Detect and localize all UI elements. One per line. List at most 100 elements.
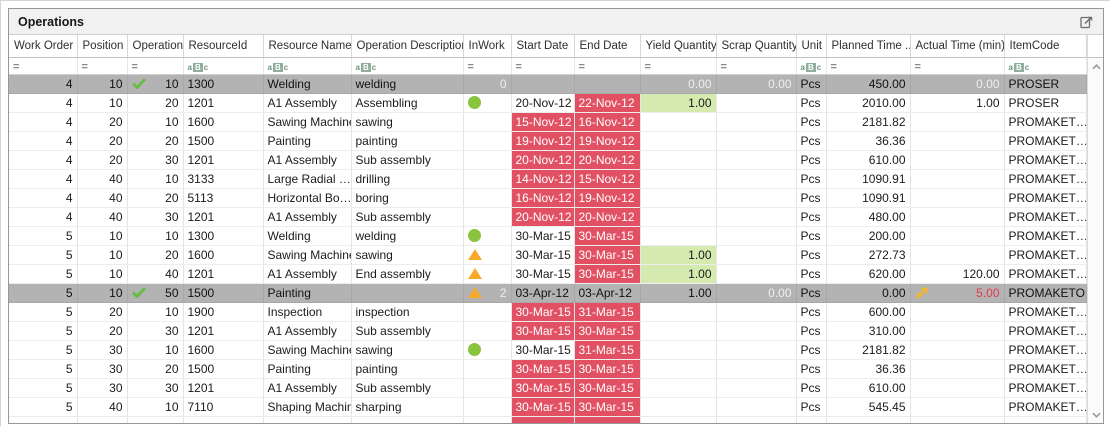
cell-itemCode[interactable]: PROMAKET…: [1004, 264, 1087, 284]
cell-operation[interactable]: 10: [127, 112, 184, 132]
export-icon[interactable]: [1077, 13, 1095, 31]
cell-plannedTime[interactable]: 272.73: [826, 245, 911, 265]
cell-startDate[interactable]: 30-Mar-15: [511, 245, 575, 265]
cell-endDate[interactable]: 19-Nov-12: [574, 188, 641, 208]
cell-resourceId[interactable]: 1600: [183, 245, 264, 265]
cell-yieldQty[interactable]: [640, 302, 717, 322]
cell-itemCode[interactable]: [1004, 416, 1087, 423]
cell-operation[interactable]: 10: [127, 169, 184, 189]
cell-yieldQty[interactable]: [640, 378, 717, 398]
cell-actualTime[interactable]: [910, 226, 1005, 246]
table-row[interactable]: 5 10 20 1600 Sawing Machine sawing 30-Mar-15 30…: [9, 245, 1087, 265]
cell-resourceId[interactable]: 1500: [183, 359, 264, 379]
cell-actualTime[interactable]: [910, 340, 1005, 360]
column-header-inWork[interactable]: InWork: [463, 35, 512, 58]
cell-operation[interactable]: 20: [127, 131, 184, 151]
cell-startDate[interactable]: [511, 416, 575, 423]
cell-itemCode[interactable]: PROSER: [1004, 93, 1087, 113]
cell-workOrder[interactable]: 5: [9, 283, 78, 303]
cell-actualTime[interactable]: [910, 378, 1005, 398]
cell-opDesc[interactable]: boring: [351, 188, 464, 208]
cell-workOrder[interactable]: 5: [9, 397, 78, 417]
cell-resourceName[interactable]: Welding: [263, 74, 352, 94]
cell-actualTime[interactable]: [910, 397, 1005, 417]
cell-itemCode[interactable]: PROMAKET…: [1004, 397, 1087, 417]
cell-resourceId[interactable]: 1201: [183, 93, 264, 113]
cell-opDesc[interactable]: Sub assembly: [351, 378, 464, 398]
cell-operation[interactable]: 30: [127, 321, 184, 341]
cell-position[interactable]: 40: [77, 169, 128, 189]
cell-resourceName[interactable]: Sawing Machine: [263, 245, 352, 265]
cell-itemCode[interactable]: PROMAKET…: [1004, 131, 1087, 151]
cell-unit[interactable]: Pcs: [796, 207, 827, 227]
column-header-unit[interactable]: Unit: [796, 35, 827, 58]
cell-position[interactable]: 20: [77, 321, 128, 341]
cell-operation[interactable]: [127, 416, 184, 423]
cell-actualTime[interactable]: 5.00: [910, 283, 1005, 303]
cell-unit[interactable]: Pcs: [796, 226, 827, 246]
cell-operation[interactable]: 20: [127, 188, 184, 208]
vertical-scrollbar[interactable]: [1086, 35, 1104, 423]
cell-workOrder[interactable]: 4: [9, 207, 78, 227]
cell-inWork[interactable]: [463, 169, 512, 189]
cell-itemCode[interactable]: PROSER: [1004, 74, 1087, 94]
cell-resourceName[interactable]: A1 Assembly: [263, 93, 352, 113]
cell-position[interactable]: 40: [77, 207, 128, 227]
cell-resourceId[interactable]: 1300: [183, 74, 264, 94]
cell-operation[interactable]: 10: [127, 226, 184, 246]
cell-itemCode[interactable]: PROMAKET…: [1004, 207, 1087, 227]
cell-plannedTime[interactable]: 545.45: [826, 397, 911, 417]
column-header-operation[interactable]: Operation: [127, 35, 184, 58]
cell-unit[interactable]: Pcs: [796, 112, 827, 132]
cell-scrapQty[interactable]: [716, 93, 797, 113]
cell-resourceId[interactable]: 1201: [183, 150, 264, 170]
cell-opDesc[interactable]: Assembling: [351, 93, 464, 113]
cell-inWork[interactable]: [463, 264, 512, 284]
cell-unit[interactable]: Pcs: [796, 340, 827, 360]
cell-inWork[interactable]: [463, 131, 512, 151]
cell-itemCode[interactable]: PROMAKETO…: [1004, 283, 1087, 303]
column-header-resourceId[interactable]: ResourceId: [183, 35, 264, 58]
cell-endDate[interactable]: 20-Nov-12: [574, 150, 641, 170]
cell-plannedTime[interactable]: 200.00: [826, 226, 911, 246]
cell-opDesc[interactable]: painting: [351, 359, 464, 379]
cell-endDate[interactable]: 30-Mar-15: [574, 264, 641, 284]
cell-workOrder[interactable]: 5: [9, 226, 78, 246]
cell-yieldQty[interactable]: [640, 397, 717, 417]
cell-operation[interactable]: 20: [127, 93, 184, 113]
cell-startDate[interactable]: 19-Nov-12: [511, 131, 575, 151]
scrollbar-track[interactable]: [1088, 75, 1104, 406]
cell-position[interactable]: 30: [77, 359, 128, 379]
cell-yieldQty[interactable]: [640, 112, 717, 132]
cell-workOrder[interactable]: 5: [9, 340, 78, 360]
cell-yieldQty[interactable]: [640, 359, 717, 379]
cell-plannedTime[interactable]: [826, 416, 911, 423]
cell-workOrder[interactable]: 5: [9, 245, 78, 265]
table-row[interactable]: 4 40 10 3133 Large Radial … drilling 14-Nov-12…: [9, 169, 1087, 189]
filter-cell-startDate[interactable]: =: [511, 57, 575, 75]
table-row[interactable]: 5 10 40 1201 A1 Assembly End assembly 30-Mar-1…: [9, 264, 1087, 284]
column-header-scrapQty[interactable]: Scrap Quantity: [716, 35, 797, 58]
cell-plannedTime[interactable]: 2181.82: [826, 112, 911, 132]
cell-startDate[interactable]: 15-Nov-12: [511, 112, 575, 132]
cell-plannedTime[interactable]: 0.00: [826, 283, 911, 303]
cell-unit[interactable]: Pcs: [796, 302, 827, 322]
filter-cell-workOrder[interactable]: =: [9, 57, 78, 75]
cell-endDate[interactable]: 30-Mar-15: [574, 226, 641, 246]
cell-unit[interactable]: Pcs: [796, 359, 827, 379]
column-header-endDate[interactable]: End Date: [574, 35, 641, 58]
cell-plannedTime[interactable]: 620.00: [826, 264, 911, 284]
cell-yieldQty[interactable]: 0.00: [640, 74, 717, 94]
cell-workOrder[interactable]: 5: [9, 359, 78, 379]
table-row[interactable]: 4 10 10 1300 Welding welding 0 0.00 0.00 Pcs 450.0…: [9, 74, 1087, 94]
cell-operation[interactable]: 10: [127, 340, 184, 360]
cell-unit[interactable]: Pcs: [796, 150, 827, 170]
cell-endDate[interactable]: 31-Mar-15: [574, 302, 641, 322]
table-row[interactable]: 5 40 10 7110 Shaping Machine sharping 30-Mar-1…: [9, 397, 1087, 417]
cell-plannedTime[interactable]: 36.36: [826, 131, 911, 151]
cell-endDate[interactable]: 20-Nov-12: [574, 207, 641, 227]
column-header-plannedTime[interactable]: Planned Time ...: [826, 35, 911, 58]
cell-yieldQty[interactable]: [640, 340, 717, 360]
cell-resourceId[interactable]: 1600: [183, 112, 264, 132]
